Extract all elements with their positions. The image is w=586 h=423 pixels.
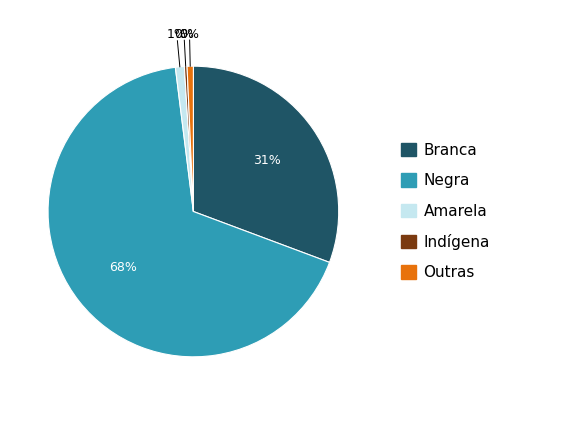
Text: 0%: 0% [179, 28, 199, 41]
Text: 68%: 68% [109, 261, 137, 274]
Wedge shape [193, 66, 339, 262]
Text: 31%: 31% [254, 154, 281, 167]
Wedge shape [187, 66, 193, 212]
Wedge shape [48, 67, 329, 357]
Wedge shape [175, 66, 193, 212]
Legend: Branca, Negra, Amarela, Indígena, Outras: Branca, Negra, Amarela, Indígena, Outras [394, 137, 496, 286]
Text: 1%: 1% [167, 28, 187, 41]
Wedge shape [185, 66, 193, 212]
Text: 0%: 0% [174, 28, 194, 41]
